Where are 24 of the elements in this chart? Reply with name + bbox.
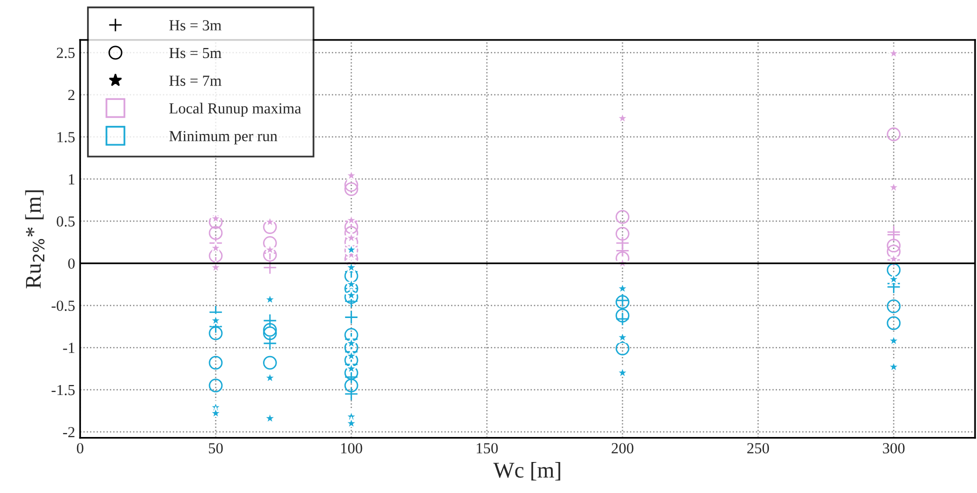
y-tick-label: -1.5 [52,384,75,396]
x-tick-label: 200 [612,443,634,454]
annotation: Local Runup maxima [169,102,302,117]
x-tick-label: 0 [76,443,84,454]
y-tick-label: -1 [63,342,74,353]
y-tick-label: 2.5 [56,48,75,58]
annotation: Minimum per run [169,130,278,144]
y-tick-label: -0.5 [52,300,75,311]
x-tick-label: 50 [208,443,223,454]
y-tick-label: 2 [68,90,74,100]
x-tick-label: 300 [882,443,905,454]
text: Hs = 3m [169,20,222,30]
y-tick-label: 1.5 [58,132,75,142]
y-tick-label: 1 [68,174,74,184]
y-tick-label: 0.5 [56,216,75,227]
y-tick-label: -2 [63,427,74,438]
y-axis-title: Ru$_{2%}$* [m] [25,190,45,288]
annotation: Hs = 7m [169,76,222,86]
x-tick-label: 150 [476,443,498,454]
annotation: Hs = 5m [169,48,222,58]
x-tick-label: 250 [747,443,769,454]
x-axis-title: Wc [m] [493,462,560,480]
x-tick-label: 100 [341,443,362,454]
y-tick-label: 0 [68,258,75,269]
